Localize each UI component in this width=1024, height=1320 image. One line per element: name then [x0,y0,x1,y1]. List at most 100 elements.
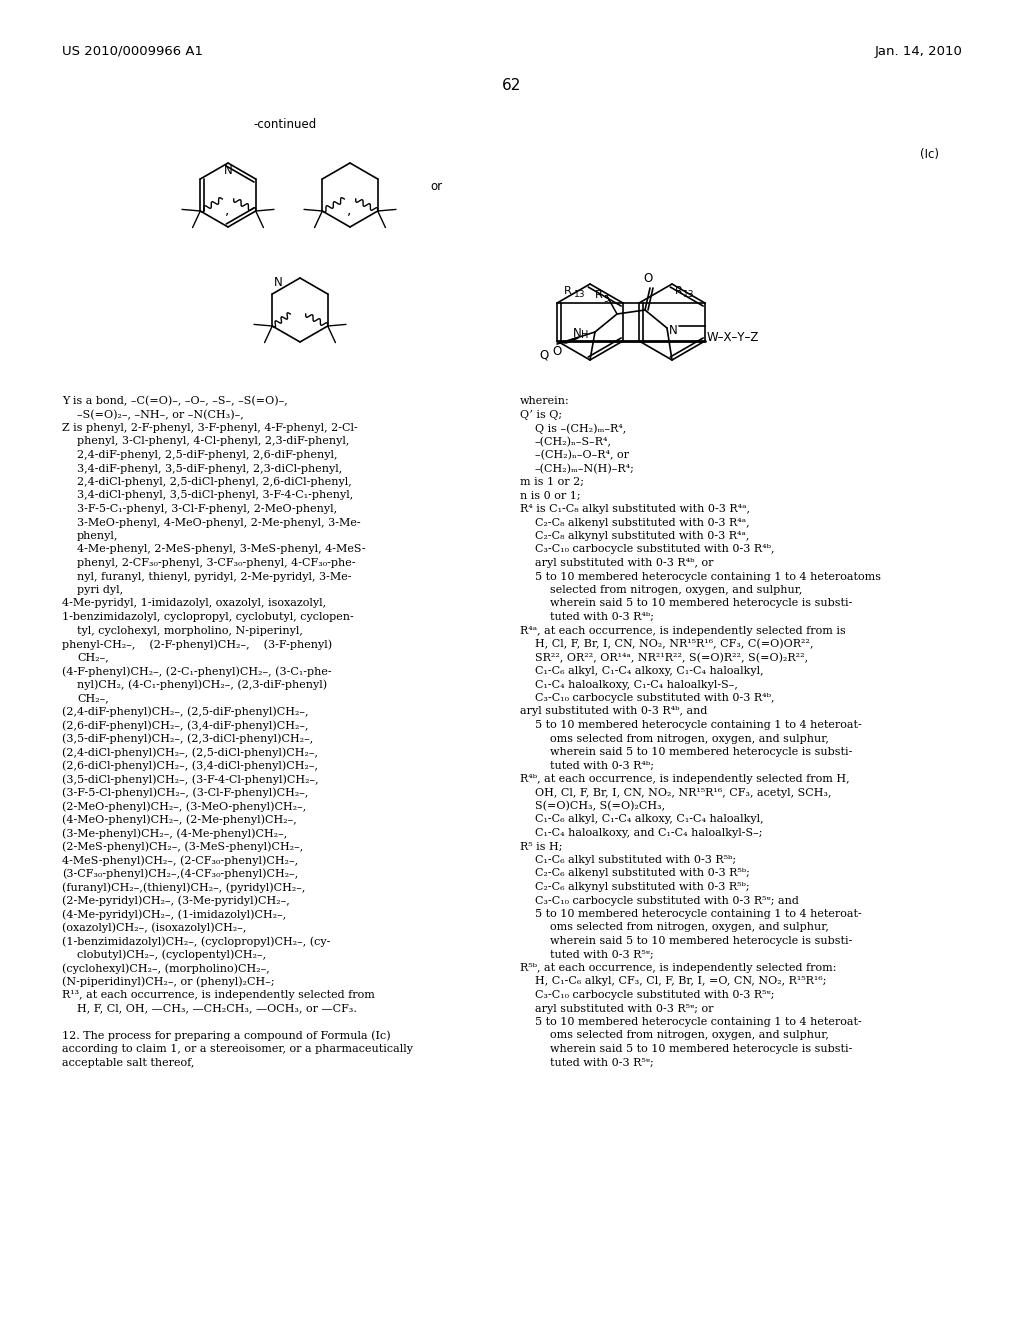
Text: H, C₁-C₆ alkyl, CF₃, Cl, F, Br, I, =O, CN, NO₂, R¹⁵R¹⁶;: H, C₁-C₆ alkyl, CF₃, Cl, F, Br, I, =O, C… [535,977,826,986]
Text: 4-Me-phenyl, 2-MeS-phenyl, 3-MeS-phenyl, 4-MeS-: 4-Me-phenyl, 2-MeS-phenyl, 3-MeS-phenyl,… [77,544,366,554]
Text: wherein said 5 to 10 membered heterocycle is substi-: wherein said 5 to 10 membered heterocycl… [550,936,852,946]
Text: (4-MeO-phenyl)CH₂–, (2-Me-phenyl)CH₂–,: (4-MeO-phenyl)CH₂–, (2-Me-phenyl)CH₂–, [62,814,297,825]
Text: H: H [581,330,589,341]
Text: (2-MeO-phenyl)CH₂–, (3-MeO-phenyl)CH₂–,: (2-MeO-phenyl)CH₂–, (3-MeO-phenyl)CH₂–, [62,801,306,812]
Text: (3-Me-phenyl)CH₂–, (4-Me-phenyl)CH₂–,: (3-Me-phenyl)CH₂–, (4-Me-phenyl)CH₂–, [62,828,288,838]
Text: (2-Me-pyridyl)CH₂–, (3-Me-pyridyl)CH₂–,: (2-Me-pyridyl)CH₂–, (3-Me-pyridyl)CH₂–, [62,895,290,906]
Text: 12. The process for preparing a compound of Formula (Ic): 12. The process for preparing a compound… [62,1031,390,1041]
Text: 5 to 10 membered heterocycle containing 1 to 4 heteroat-: 5 to 10 membered heterocycle containing … [535,1016,862,1027]
Text: 3,4-diF-phenyl, 3,5-diF-phenyl, 2,3-diCl-phenyl,: 3,4-diF-phenyl, 3,5-diF-phenyl, 2,3-diCl… [77,463,342,474]
Text: –(CH₂)ₙ–O–R⁴, or: –(CH₂)ₙ–O–R⁴, or [535,450,629,461]
Text: N: N [224,164,232,177]
Text: or: or [430,180,442,193]
Text: oms selected from nitrogen, oxygen, and sulphur,: oms selected from nitrogen, oxygen, and … [550,923,828,932]
Text: (4-Me-pyridyl)CH₂–, (1-imidazolyl)CH₂–,: (4-Me-pyridyl)CH₂–, (1-imidazolyl)CH₂–, [62,909,287,920]
Text: 5: 5 [603,294,608,304]
Text: (cyclohexyl)CH₂–, (morpholino)CH₂–,: (cyclohexyl)CH₂–, (morpholino)CH₂–, [62,964,269,974]
Text: R: R [595,290,603,300]
Text: W–X–Y–Z: W–X–Y–Z [707,331,760,345]
Text: C₃-C₁₀ carbocycle substituted with 0-3 R⁵ᵄ;: C₃-C₁₀ carbocycle substituted with 0-3 R… [535,990,774,1001]
Text: Y is a bond, –C(=O)–, –O–, –S–, –S(=O)–,: Y is a bond, –C(=O)–, –O–, –S–, –S(=O)–, [62,396,288,407]
Text: (3,5-diCl-phenyl)CH₂–, (3-F-4-Cl-phenyl)CH₂–,: (3,5-diCl-phenyl)CH₂–, (3-F-4-Cl-phenyl)… [62,774,318,784]
Text: R⁴ᵇ, at each occurrence, is independently selected from H,: R⁴ᵇ, at each occurrence, is independentl… [520,774,850,784]
Text: (3-F-5-Cl-phenyl)CH₂–, (3-Cl-F-phenyl)CH₂–,: (3-F-5-Cl-phenyl)CH₂–, (3-Cl-F-phenyl)CH… [62,788,308,799]
Text: R⁴ is C₁-C₈ alkyl substituted with 0-3 R⁴ᵃ,: R⁴ is C₁-C₈ alkyl substituted with 0-3 R… [520,504,750,513]
Text: nyl)CH₂, (4-C₁-phenyl)CH₂–, (2,3-diF-phenyl): nyl)CH₂, (4-C₁-phenyl)CH₂–, (2,3-diF-phe… [77,680,327,690]
Text: C₂-C₆ alkynyl substituted with 0-3 R⁵ᵇ;: C₂-C₆ alkynyl substituted with 0-3 R⁵ᵇ; [535,882,750,892]
Text: H, F, Cl, OH, —CH₃, —CH₂CH₃, —OCH₃, or —CF₃.: H, F, Cl, OH, —CH₃, —CH₂CH₃, —OCH₃, or —… [77,1003,357,1014]
Text: H, Cl, F, Br, I, CN, NO₂, NR¹⁵R¹⁶, CF₃, C(=O)OR²²,: H, Cl, F, Br, I, CN, NO₂, NR¹⁵R¹⁶, CF₃, … [535,639,813,649]
Text: (2,6-diCl-phenyl)CH₂–, (3,4-diCl-phenyl)CH₂–,: (2,6-diCl-phenyl)CH₂–, (3,4-diCl-phenyl)… [62,760,318,771]
Text: 2,4-diCl-phenyl, 2,5-diCl-phenyl, 2,6-diCl-phenyl,: 2,4-diCl-phenyl, 2,5-diCl-phenyl, 2,6-di… [77,477,352,487]
Text: C₃-C₁₀ carbocycle substituted with 0-3 R⁴ᵇ,: C₃-C₁₀ carbocycle substituted with 0-3 R… [535,544,774,554]
Text: oms selected from nitrogen, oxygen, and sulphur,: oms selected from nitrogen, oxygen, and … [550,1031,828,1040]
Text: R⁵ᵇ, at each occurrence, is independently selected from:: R⁵ᵇ, at each occurrence, is independentl… [520,964,837,973]
Text: 4-MeS-phenyl)CH₂–, (2-CF₃₀-phenyl)CH₂–,: 4-MeS-phenyl)CH₂–, (2-CF₃₀-phenyl)CH₂–, [62,855,298,866]
Text: (2-MeS-phenyl)CH₂–, (3-MeS-phenyl)CH₂–,: (2-MeS-phenyl)CH₂–, (3-MeS-phenyl)CH₂–, [62,842,303,853]
Text: tuted with 0-3 R⁵ᵄ;: tuted with 0-3 R⁵ᵄ; [550,1057,653,1068]
Text: Jan. 14, 2010: Jan. 14, 2010 [874,45,962,58]
Text: tuted with 0-3 R⁴ᵇ;: tuted with 0-3 R⁴ᵇ; [550,760,654,771]
Text: –(CH₂)ₘ–N(H)–R⁴;: –(CH₂)ₘ–N(H)–R⁴; [535,463,635,474]
Text: –S(=O)₂–, –NH–, or –N(CH₃)–,: –S(=O)₂–, –NH–, or –N(CH₃)–, [77,409,244,420]
Text: 13: 13 [683,290,694,300]
Text: clobutyl)CH₂–, (cyclopentyl)CH₂–,: clobutyl)CH₂–, (cyclopentyl)CH₂–, [77,949,266,960]
Text: phenyl,: phenyl, [77,531,119,541]
Text: aryl substituted with 0-3 R⁴ᵇ, or: aryl substituted with 0-3 R⁴ᵇ, or [535,558,714,568]
Text: S(=O)CH₃, S(=O)₂CH₃,: S(=O)CH₃, S(=O)₂CH₃, [535,801,666,812]
Text: pyri dyl,: pyri dyl, [77,585,123,595]
Text: wherein said 5 to 10 membered heterocycle is substi-: wherein said 5 to 10 membered heterocycl… [550,747,852,756]
Text: Q is –(CH₂)ₘ–R⁴,: Q is –(CH₂)ₘ–R⁴, [535,422,627,433]
Text: 3,4-diCl-phenyl, 3,5-diCl-phenyl, 3-F-4-C₁-phenyl,: 3,4-diCl-phenyl, 3,5-diCl-phenyl, 3-F-4-… [77,491,353,500]
Text: (N-piperidinyl)CH₂–, or (phenyl)₂CH–;: (N-piperidinyl)CH₂–, or (phenyl)₂CH–; [62,977,274,987]
Text: acceptable salt thereof,: acceptable salt thereof, [62,1057,195,1068]
Text: (2,6-diF-phenyl)CH₂–, (3,4-diF-phenyl)CH₂–,: (2,6-diF-phenyl)CH₂–, (3,4-diF-phenyl)CH… [62,719,308,730]
Text: CH₂–,: CH₂–, [77,693,109,704]
Text: phenyl-CH₂–,    (2-F-phenyl)CH₂–,    (3-F-phenyl): phenyl-CH₂–, (2-F-phenyl)CH₂–, (3-F-phen… [62,639,332,649]
Text: (3-CF₃₀-phenyl)CH₂–,(4-CF₃₀-phenyl)CH₂–,: (3-CF₃₀-phenyl)CH₂–,(4-CF₃₀-phenyl)CH₂–, [62,869,298,879]
Text: oms selected from nitrogen, oxygen, and sulphur,: oms selected from nitrogen, oxygen, and … [550,734,828,743]
Text: (1-benzimidazolyl)CH₂–, (cyclopropyl)CH₂–, (cy-: (1-benzimidazolyl)CH₂–, (cyclopropyl)CH₂… [62,936,331,946]
Text: 5 to 10 membered heterocycle containing 1 to 4 heteroat-: 5 to 10 membered heterocycle containing … [535,909,862,919]
Text: -continued: -continued [253,117,316,131]
Text: Q: Q [539,348,548,360]
Text: 62: 62 [503,78,521,92]
Text: 5 to 10 membered heterocycle containing 1 to 4 heteroat-: 5 to 10 membered heterocycle containing … [535,719,862,730]
Text: SR²², OR²², OR¹⁴ᵃ, NR²¹R²², S(=O)R²², S(=O)₂R²²,: SR²², OR²², OR¹⁴ᵃ, NR²¹R²², S(=O)R²², S(… [535,652,808,663]
Text: 1-benzimidazolyl, cyclopropyl, cyclobutyl, cyclopen-: 1-benzimidazolyl, cyclopropyl, cyclobuty… [62,612,353,622]
Text: –(CH₂)ₙ–S–R⁴,: –(CH₂)ₙ–S–R⁴, [535,437,612,447]
Text: wherein said 5 to 10 membered heterocycle is substi-: wherein said 5 to 10 membered heterocycl… [550,598,852,609]
Text: tuted with 0-3 R⁴ᵇ;: tuted with 0-3 R⁴ᵇ; [550,612,654,622]
Text: 3-MeO-phenyl, 4-MeO-phenyl, 2-Me-phenyl, 3-Me-: 3-MeO-phenyl, 4-MeO-phenyl, 2-Me-phenyl,… [77,517,360,528]
Text: m is 1 or 2;: m is 1 or 2; [520,477,584,487]
Text: C₃-C₁₀ carbocycle substituted with 0-3 R⁴ᵇ,: C₃-C₁₀ carbocycle substituted with 0-3 R… [535,693,774,704]
Text: Q’ is Q;: Q’ is Q; [520,409,562,420]
Text: Z is phenyl, 2-F-phenyl, 3-F-phenyl, 4-F-phenyl, 2-Cl-: Z is phenyl, 2-F-phenyl, 3-F-phenyl, 4-F… [62,422,357,433]
Text: CH₂–,: CH₂–, [77,652,109,663]
Text: US 2010/0009966 A1: US 2010/0009966 A1 [62,45,203,58]
Text: (2,4-diF-phenyl)CH₂–, (2,5-diF-phenyl)CH₂–,: (2,4-diF-phenyl)CH₂–, (2,5-diF-phenyl)CH… [62,706,308,717]
Text: (oxazolyl)CH₂–, (isoxazolyl)CH₂–,: (oxazolyl)CH₂–, (isoxazolyl)CH₂–, [62,923,247,933]
Text: 4-Me-pyridyl, 1-imidazolyl, oxazolyl, isoxazolyl,: 4-Me-pyridyl, 1-imidazolyl, oxazolyl, is… [62,598,326,609]
Text: nyl, furanyl, thienyl, pyridyl, 2-Me-pyridyl, 3-Me-: nyl, furanyl, thienyl, pyridyl, 2-Me-pyr… [77,572,351,582]
Text: N: N [274,276,283,289]
Text: 5 to 10 membered heterocycle containing 1 to 4 heteroatoms: 5 to 10 membered heterocycle containing … [535,572,881,582]
Text: aryl substituted with 0-3 R⁵ᵄ; or: aryl substituted with 0-3 R⁵ᵄ; or [535,1003,714,1014]
Text: R¹³, at each occurrence, is independently selected from: R¹³, at each occurrence, is independentl… [62,990,375,1001]
Text: C₁-C₆ alkyl, C₁-C₄ alkoxy, C₁-C₄ haloalkyl,: C₁-C₆ alkyl, C₁-C₄ alkoxy, C₁-C₄ haloalk… [535,814,764,825]
Text: wherein said 5 to 10 membered heterocycle is substi-: wherein said 5 to 10 membered heterocycl… [550,1044,852,1053]
Text: (2,4-diCl-phenyl)CH₂–, (2,5-diCl-phenyl)CH₂–,: (2,4-diCl-phenyl)CH₂–, (2,5-diCl-phenyl)… [62,747,318,758]
Text: R: R [564,286,571,296]
Text: wherein:: wherein: [520,396,569,407]
Text: tuted with 0-3 R⁵ᵄ;: tuted with 0-3 R⁵ᵄ; [550,949,653,960]
Text: phenyl, 3-Cl-phenyl, 4-Cl-phenyl, 2,3-diF-phenyl,: phenyl, 3-Cl-phenyl, 4-Cl-phenyl, 2,3-di… [77,437,349,446]
Text: O: O [643,272,652,285]
Text: C₃-C₁₀ carbocycle substituted with 0-3 R⁵ᵄ; and: C₃-C₁₀ carbocycle substituted with 0-3 R… [535,895,799,906]
Text: C₁-C₄ haloalkoxy, C₁-C₄ haloalkyl-S–,: C₁-C₄ haloalkoxy, C₁-C₄ haloalkyl-S–, [535,680,738,689]
Text: O: O [552,345,561,358]
Text: C₂-C₈ alkynyl substituted with 0-3 R⁴ᵃ,: C₂-C₈ alkynyl substituted with 0-3 R⁴ᵃ, [535,531,750,541]
Text: ,: , [347,203,351,216]
Text: C₁-C₄ haloalkoxy, and C₁-C₄ haloalkyl-S–;: C₁-C₄ haloalkoxy, and C₁-C₄ haloalkyl-S–… [535,828,763,838]
Text: according to claim 1, or a stereoisomer, or a pharmaceutically: according to claim 1, or a stereoisomer,… [62,1044,413,1053]
Text: (4-F-phenyl)CH₂–, (2-C₁-phenyl)CH₂–, (3-C₁-phe-: (4-F-phenyl)CH₂–, (2-C₁-phenyl)CH₂–, (3-… [62,667,332,677]
